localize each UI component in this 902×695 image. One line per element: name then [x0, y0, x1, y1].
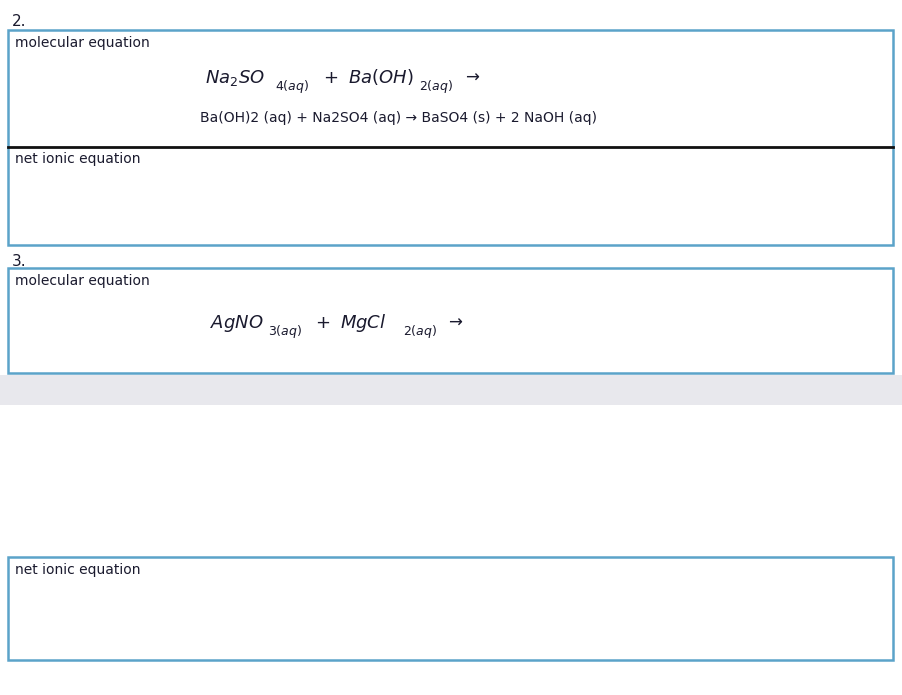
Text: $2(aq)$: $2(aq)$	[419, 78, 453, 95]
Text: $MgCl$: $MgCl$	[340, 312, 386, 334]
Bar	[8, 268, 893, 373]
Bar	[8, 30, 893, 245]
Text: →: →	[465, 69, 479, 87]
Text: $2(aq)$: $2(aq)$	[403, 323, 437, 340]
Text: net ionic equation: net ionic equation	[15, 563, 141, 577]
Text: molecular equation: molecular equation	[15, 36, 150, 50]
Text: $Ba(OH)$: $Ba(OH)$	[348, 67, 413, 87]
Text: +: +	[315, 314, 330, 332]
Text: 3.: 3.	[12, 254, 27, 269]
Text: 2.: 2.	[12, 14, 26, 29]
Text: $Na_2SO$: $Na_2SO$	[205, 68, 265, 88]
Text: $AgNO$: $AgNO$	[210, 313, 263, 334]
Bar	[8, 557, 893, 660]
Text: →: →	[448, 314, 462, 332]
Text: $4(aq)$: $4(aq)$	[275, 78, 309, 95]
Text: +: +	[323, 69, 338, 87]
Text: molecular equation: molecular equation	[15, 274, 150, 288]
Text: net ionic equation: net ionic equation	[15, 152, 141, 166]
Text: $3(aq)$: $3(aq)$	[268, 323, 302, 340]
Bar	[0, 375, 902, 405]
Text: Ba(OH)2 (aq) + Na2SO4 (aq) → BaSO4 (s) + 2 NaOH (aq): Ba(OH)2 (aq) + Na2SO4 (aq) → BaSO4 (s) +…	[200, 111, 597, 125]
